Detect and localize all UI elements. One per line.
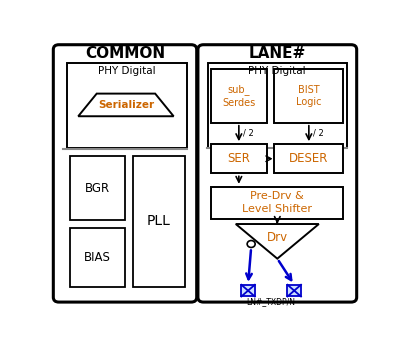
- Bar: [211, 187, 343, 219]
- Text: PHY Digital: PHY Digital: [98, 66, 155, 76]
- Text: sub_
Serdes: sub_ Serdes: [222, 84, 256, 108]
- Bar: [211, 144, 266, 173]
- Text: COMMON: COMMON: [85, 46, 165, 61]
- Bar: [208, 63, 347, 148]
- Bar: [211, 70, 266, 123]
- Polygon shape: [78, 94, 173, 116]
- Bar: [67, 63, 187, 148]
- Text: PLL: PLL: [147, 215, 171, 228]
- Text: PHY Digital: PHY Digital: [249, 66, 306, 76]
- Text: Serializer: Serializer: [98, 100, 154, 110]
- Text: BGR: BGR: [85, 182, 110, 194]
- Text: / 2: / 2: [243, 129, 254, 138]
- FancyBboxPatch shape: [198, 45, 357, 302]
- Text: Drv: Drv: [267, 231, 288, 244]
- Bar: [241, 285, 255, 297]
- Text: / 2: / 2: [314, 129, 324, 138]
- Text: Pre-Drv &
Level Shifter: Pre-Drv & Level Shifter: [242, 191, 312, 214]
- Bar: [274, 144, 343, 173]
- Text: BIST
Logic: BIST Logic: [296, 85, 322, 107]
- Text: SER: SER: [227, 152, 250, 165]
- Bar: [287, 285, 301, 297]
- Text: LN#_TXDP/N: LN#_TXDP/N: [247, 297, 296, 306]
- FancyBboxPatch shape: [53, 45, 197, 302]
- Bar: [274, 70, 343, 123]
- Text: DESER: DESER: [289, 152, 329, 165]
- Bar: [69, 228, 125, 286]
- Bar: [133, 156, 185, 286]
- Bar: [69, 156, 125, 220]
- Text: BIAS: BIAS: [84, 251, 111, 264]
- Polygon shape: [236, 224, 319, 259]
- Text: LANE#: LANE#: [249, 46, 306, 61]
